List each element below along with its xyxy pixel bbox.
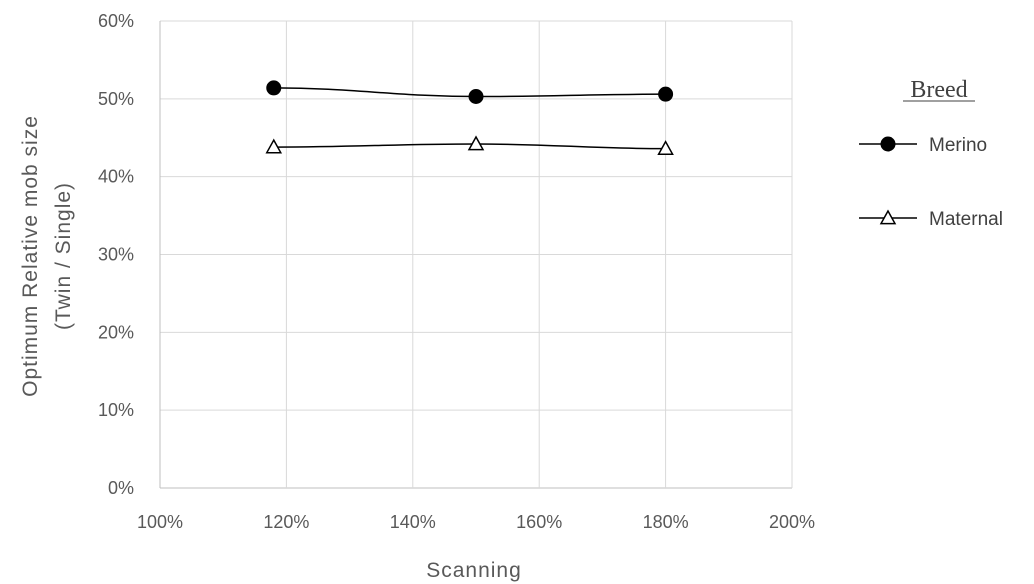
y-tick-label: 20% — [98, 322, 134, 342]
data-point-maternal — [265, 138, 283, 154]
y-tick-label: 40% — [98, 167, 134, 187]
y-tick-label: 30% — [98, 245, 134, 265]
y-tick-label: 10% — [98, 400, 134, 420]
legend-label-merino: Merino — [929, 135, 987, 156]
y-tick-label: 0% — [108, 478, 134, 498]
legend-marker-maternal — [879, 209, 897, 225]
x-tick-label: 180% — [643, 512, 689, 532]
x-tick-label: 200% — [769, 512, 815, 532]
x-tick-label: 160% — [516, 512, 562, 532]
legend-label-maternal: Maternal — [929, 209, 1003, 230]
x-tick-label: 120% — [263, 512, 309, 532]
data-point-merino — [266, 80, 282, 96]
y-tick-labels: 0% 10% 20% 30% 40% 50% 60% — [98, 11, 134, 498]
data-point-maternal — [657, 140, 674, 155]
y-axis-title-line-2: (Twin / Single) — [52, 182, 75, 330]
series-merino — [266, 80, 674, 104]
y-axis-title: Optimum Relative mob size (Twin / Single… — [19, 115, 75, 397]
y-axis-title-line-1: Optimum Relative mob size — [19, 115, 42, 397]
legend-item-merino: Merino — [859, 135, 987, 156]
legend: Breed Merino Maternal — [859, 77, 1003, 230]
x-tick-labels: 100% 120% 140% 160% 180% 200% — [137, 512, 815, 532]
data-point-merino — [658, 86, 674, 102]
x-tick-label: 100% — [137, 512, 183, 532]
legend-item-maternal: Maternal — [859, 209, 1003, 230]
series-group — [265, 80, 674, 155]
y-tick-label: 60% — [98, 11, 134, 31]
y-tick-label: 50% — [98, 89, 134, 109]
x-axis-title: Scanning — [426, 559, 522, 582]
series-maternal — [265, 135, 674, 155]
x-tick-label: 140% — [390, 512, 436, 532]
legend-marker-merino — [880, 136, 896, 152]
legend-title: Breed — [910, 77, 967, 103]
data-point-maternal — [467, 135, 485, 151]
data-point-merino — [468, 88, 484, 104]
